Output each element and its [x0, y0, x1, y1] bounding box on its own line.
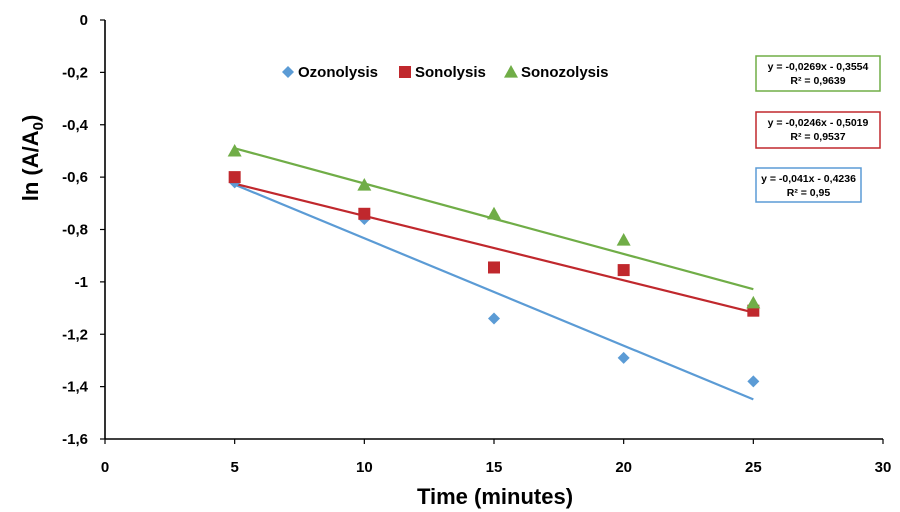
data-point-sonozolysis — [487, 206, 501, 220]
y-tick-label: -1 — [75, 274, 88, 291]
y-tick-label: -1,4 — [62, 379, 89, 396]
y-tick-label: -1,6 — [62, 431, 88, 448]
data-point-sonolysis — [228, 171, 241, 184]
legend-label-ozonolysis: Ozonolysis — [298, 64, 378, 81]
equation-label-sonolysis: y = -0,0246x - 0,5019 — [768, 117, 869, 129]
x-tick-label: 25 — [745, 459, 762, 476]
y-axis-title-main: ln (A/A — [18, 130, 43, 201]
trendline-equations: y = -0,0269x - 0,3554 R² = 0,9639 y = -0,0… — [755, 55, 881, 203]
equation-label-sonozolysis: y = -0,0269x - 0,3554 — [768, 61, 869, 73]
equation-box-ozonolysis — [755, 167, 862, 203]
y-tick-label: -0,6 — [62, 169, 88, 186]
y-tick-label: -0,2 — [62, 64, 88, 81]
data-point-ozonolysis — [747, 375, 760, 388]
y-tick-label: -0,8 — [62, 222, 88, 239]
y-tick-label: -1,2 — [62, 326, 88, 343]
data-point-ozonolysis — [617, 351, 630, 364]
data-point-sonolysis — [358, 207, 371, 220]
equation-box-sonolysis — [755, 111, 881, 149]
legend-label-sonolysis: Sonolysis — [415, 64, 486, 81]
equation-box-sonozolysis — [755, 55, 881, 92]
data-point-sonozolysis — [616, 232, 631, 246]
legend: Ozonolysis Sonolysis Sonozolysis — [282, 64, 609, 81]
y-tick-label: 0 — [80, 12, 88, 29]
tick-labels: 0 -0,2 -0,4 -0,6 -0,8 -1 -1,2 -1,4 -1,6 0 5 10 15 20 2… — [62, 12, 891, 476]
x-axis-title: Time (minutes) — [417, 484, 573, 509]
legend-marker-sonolysis — [399, 66, 411, 78]
r2-label-ozonolysis: R² = 0,95 — [787, 187, 831, 199]
legend-marker-sonozolysis — [504, 65, 518, 78]
data-point-sonozolysis — [746, 295, 761, 309]
x-tick-label: 20 — [615, 459, 632, 476]
legend-marker-ozonolysis — [282, 66, 294, 78]
axes — [100, 19, 884, 444]
data-point-ozonolysis — [488, 312, 500, 325]
x-tick-label: 5 — [230, 459, 238, 476]
x-tick-label: 15 — [486, 459, 503, 476]
data-point-sonolysis — [617, 264, 630, 277]
y-axis-title: ln (A/A0) — [18, 115, 47, 202]
data-points — [227, 143, 761, 388]
data-point-sonolysis — [488, 261, 500, 274]
trendlines — [234, 147, 754, 401]
equation-label-ozonolysis: y = -0,041x - 0,4236 — [761, 173, 856, 185]
trendline-sonolysis — [234, 182, 754, 314]
y-axis-title-sub: 0 — [30, 122, 47, 130]
trendline-ozonolysis — [234, 183, 754, 401]
x-tick-label: 0 — [101, 459, 109, 476]
r2-label-sonozolysis: R² = 0,9639 — [790, 75, 845, 87]
x-tick-label: 10 — [356, 459, 373, 476]
data-point-sonozolysis — [227, 143, 242, 157]
data-point-sonozolysis — [357, 177, 372, 191]
y-tick-label: -0,4 — [62, 117, 89, 134]
legend-label-sonozolysis: Sonozolysis — [521, 64, 609, 81]
x-tick-label: 30 — [875, 459, 892, 476]
y-axis-title-close: ) — [18, 115, 43, 122]
r2-label-sonolysis: R² = 0,9537 — [790, 131, 845, 143]
